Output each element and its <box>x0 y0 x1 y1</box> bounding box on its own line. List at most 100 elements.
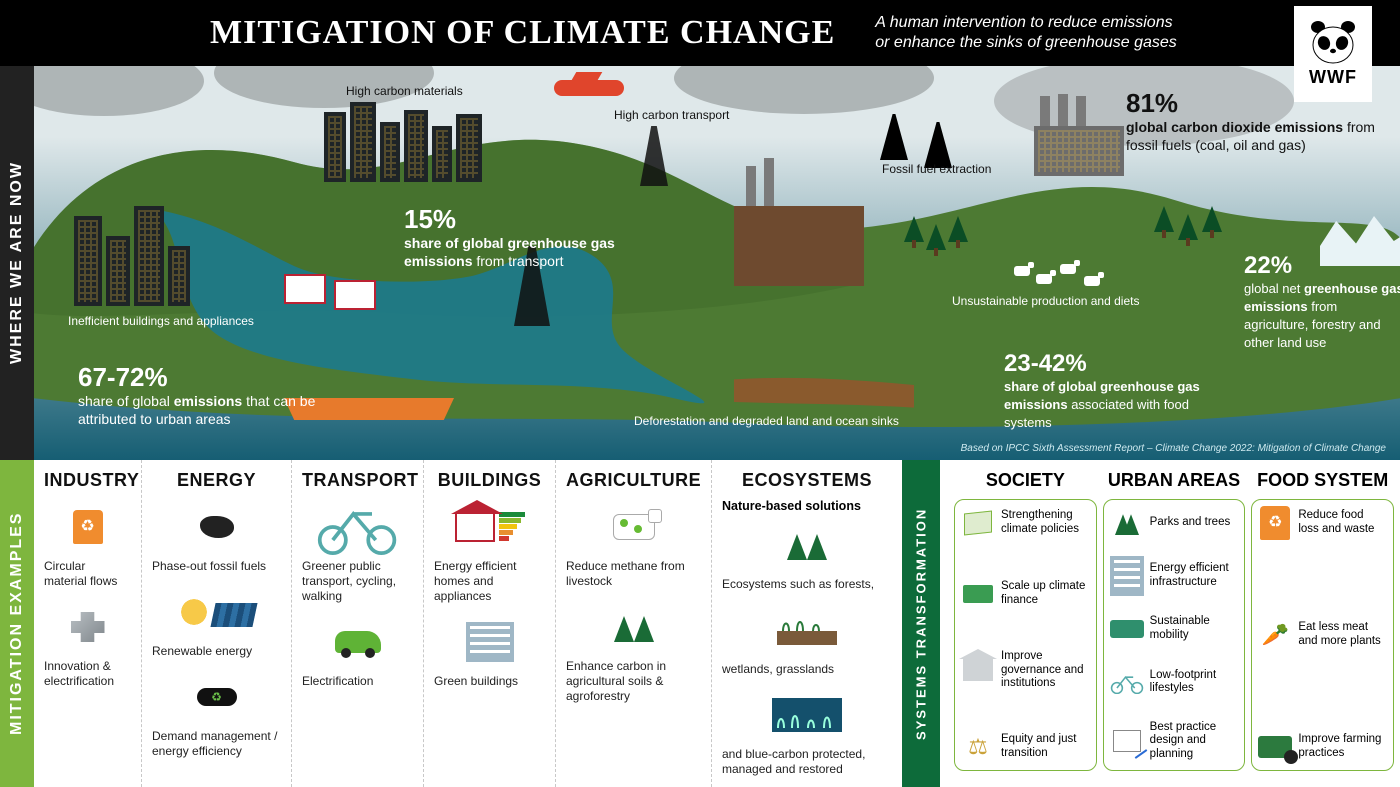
bus-icon <box>1110 614 1144 644</box>
annotation: Deforestation and degraded land and ocea… <box>634 414 899 428</box>
side-label-mitigation-examples: MITIGATION EXAMPLES <box>0 460 34 787</box>
building-icon <box>134 206 164 306</box>
building-icon <box>324 112 346 182</box>
stat-afolu: 22%global net greenhouse gas emissions f… <box>1244 252 1400 352</box>
page-subtitle: A human intervention to reduce emissions… <box>875 13 1177 53</box>
citation-text: Based on IPCC Sixth Assessment Report – … <box>961 443 1386 454</box>
oil-rig-icon <box>874 114 914 160</box>
bike-icon <box>302 499 413 555</box>
system-item: Improve farming practices <box>1258 732 1387 762</box>
annotation: Unsustainable production and diets <box>952 294 1139 308</box>
building-icon <box>404 110 428 182</box>
systems-row: SOCIETYStrengthening climate policiesSca… <box>940 460 1400 787</box>
system-society: SOCIETYStrengthening climate policiesSca… <box>954 470 1097 781</box>
item-label: Ecosystems such as forests, <box>722 577 874 592</box>
annotation: High carbon transport <box>614 108 729 122</box>
steel-icon <box>44 599 131 655</box>
smokestack-icon <box>1058 94 1068 126</box>
sector-item: Demand management / energy efficiency <box>152 669 281 759</box>
smokestack-icon <box>746 166 756 206</box>
office-icon <box>434 614 545 670</box>
annotation: High carbon materials <box>346 84 463 98</box>
sector-item: Energy efficient homes and appliances <box>434 499 545 604</box>
item-label: Energy efficient homes and appliances <box>434 559 545 604</box>
item-label: Scale up climate finance <box>1001 580 1090 608</box>
item-label: Reduce methane from livestock <box>566 559 701 589</box>
battery-icon <box>152 669 281 725</box>
item-label: Greener public transport, cycling, walki… <box>302 559 413 604</box>
house-icon <box>334 280 376 310</box>
building-icon <box>106 236 130 306</box>
sector-item: Greener public transport, cycling, walki… <box>302 499 413 604</box>
annotation: Inefficient buildings and appliances <box>68 314 254 328</box>
system-item: Reduce food loss and waste <box>1258 508 1387 538</box>
book-icon <box>961 508 995 538</box>
sector-item: wetlands, grasslands <box>722 602 892 677</box>
tree-icon <box>1202 206 1222 232</box>
sector-buildings: BUILDINGSEnergy efficient homes and appl… <box>424 460 556 787</box>
system-item: Improve governance and institutions <box>961 650 1090 691</box>
building-icon <box>432 126 452 182</box>
tree-icon <box>926 224 946 250</box>
tree-icon <box>948 216 968 242</box>
cow-icon <box>1060 264 1076 274</box>
system-title: URBAN AREAS <box>1103 470 1246 491</box>
scale-icon: ⚖ <box>961 732 995 762</box>
system-item: 🥕Eat less meat and more plants <box>1258 620 1387 650</box>
smokestack-icon <box>1076 96 1086 126</box>
sector-item: Enhance carbon in agricultural soils & a… <box>566 599 701 704</box>
item-label: Innovation & electrification <box>44 659 131 689</box>
sector-item: and blue-carbon protected, managed and r… <box>722 687 892 777</box>
sector-item: Renewable energy <box>152 584 281 659</box>
sector-item: Ecosystems such as forests, <box>722 517 892 592</box>
system-item: Best practice design and planning <box>1110 721 1239 762</box>
item-label: Energy efficient infrastructure <box>1150 562 1239 590</box>
stat-transport: 15%share of global greenhouse gas emissi… <box>404 204 664 271</box>
stat-urban: 67-72%share of global emissions that can… <box>78 362 318 429</box>
bin-icon <box>1258 508 1292 538</box>
item-label: Eat less meat and more plants <box>1298 621 1387 649</box>
sector-item: Innovation & electrification <box>44 599 131 689</box>
item-label: Electrification <box>302 674 373 689</box>
item-label: Parks and trees <box>1150 516 1231 530</box>
smokestack-icon <box>1040 96 1050 126</box>
sector-subhead: Nature-based solutions <box>722 499 892 513</box>
mitigation-examples-panel: INDUSTRYCircular material flowsInnovatio… <box>34 460 1400 787</box>
sector-item: Reduce methane from livestock <box>566 499 701 589</box>
sector-title: ENERGY <box>152 470 281 491</box>
page-title: MITIGATION OF CLIMATE CHANGE <box>210 14 835 52</box>
smokestack-icon <box>764 158 774 206</box>
system-title: SOCIETY <box>954 470 1097 491</box>
cow-icon <box>1084 276 1100 286</box>
item-label: Demand management / energy efficiency <box>152 729 281 759</box>
item-label: Low-footprint lifestyles <box>1150 669 1239 697</box>
item-label: Improve farming practices <box>1298 733 1387 761</box>
system-item: Scale up climate finance <box>961 579 1090 609</box>
veg-icon: 🥕 <box>1258 620 1292 650</box>
item-label: Equity and just transition <box>1001 733 1090 761</box>
wwf-logo-text: WWF <box>1309 67 1357 88</box>
system-item: Parks and trees <box>1110 508 1239 538</box>
ev-icon <box>302 614 413 670</box>
house-icon <box>284 274 326 304</box>
sector-item: Phase-out fossil fuels <box>152 499 281 574</box>
item-label: wetlands, grasslands <box>722 662 834 677</box>
sector-title: TRANSPORT <box>302 470 413 491</box>
park-icon <box>1110 508 1144 538</box>
system-item: Energy efficient infrastructure <box>1110 561 1239 591</box>
sector-energy: ENERGY Phase-out fossil fuels Renewable en… <box>142 460 292 787</box>
solar-icon <box>152 584 281 640</box>
money-icon <box>961 579 995 609</box>
bank-icon <box>961 655 995 685</box>
sector-title: ECOSYSTEMS <box>722 470 892 491</box>
systems-transformation-label: SYSTEMS TRANSFORMATION <box>902 460 940 787</box>
building-icon <box>350 102 376 182</box>
sector-agriculture: AGRICULTUREReduce methane from livestock… <box>556 460 712 787</box>
coal-icon <box>152 499 281 555</box>
building-icon <box>456 114 482 182</box>
system-item: ⚖Equity and just transition <box>961 732 1090 762</box>
sector-item: Circular material flows <box>44 499 131 589</box>
system-title: FOOD SYSTEM <box>1251 470 1394 491</box>
system-urban: URBAN AREAS Parks and trees Energy efficie… <box>1103 470 1246 781</box>
tractor-icon <box>1258 732 1292 762</box>
